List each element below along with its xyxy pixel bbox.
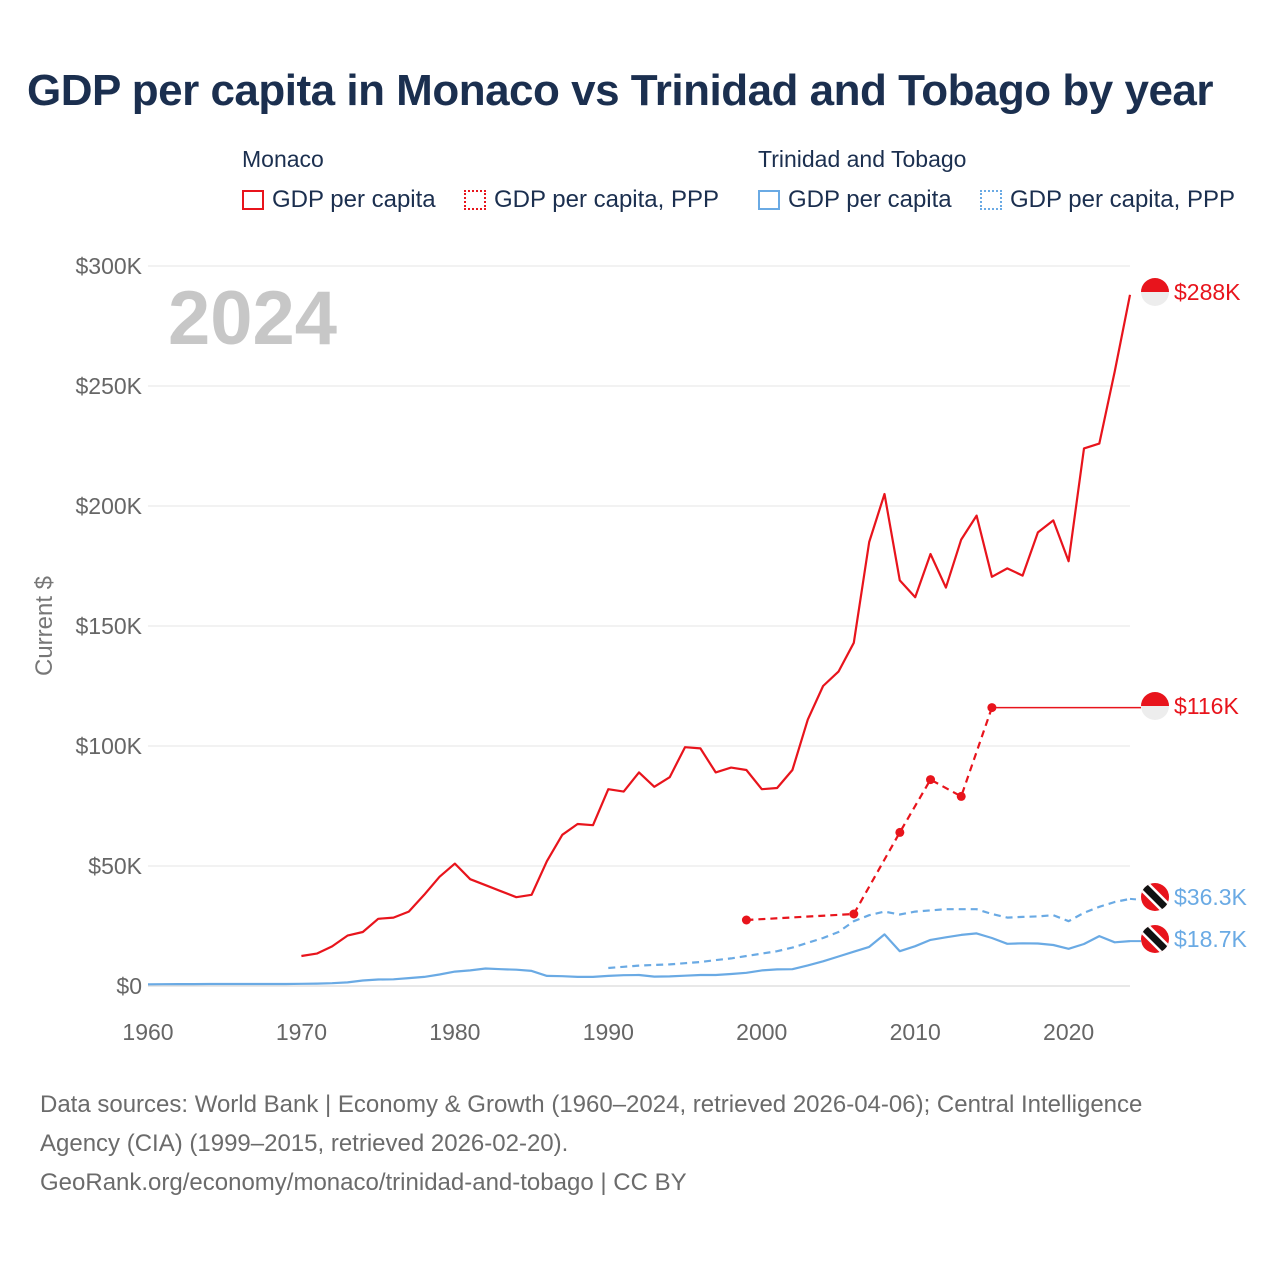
y-tick-label: $100K: [75, 733, 142, 759]
y-tick-label: $250K: [75, 373, 142, 399]
end-value-label: $288K: [1174, 279, 1241, 305]
legend-swatch-solid-icon: [242, 190, 264, 210]
legend-group-monaco: Monaco: [242, 146, 324, 172]
series-layer: [147, 294, 1142, 986]
x-tick-label: 1970: [276, 1019, 327, 1045]
year-watermark: 2024: [168, 276, 337, 361]
legend-swatch-dotted-icon: [464, 190, 486, 210]
x-tick-label: 1980: [429, 1019, 480, 1045]
series-line-0: [301, 294, 1132, 958]
series-point: [849, 909, 859, 919]
series-line-1: [746, 707, 993, 922]
legend-group-tt: Trinidad and Tobago: [758, 146, 967, 172]
flag-red: [1141, 278, 1169, 292]
end-value-label: $116K: [1174, 693, 1239, 719]
y-tick-label: $50K: [88, 853, 142, 879]
footer: Data sources: World Bank | Economy & Gro…: [40, 1085, 1240, 1202]
monaco-flag-icon: [1141, 278, 1169, 306]
x-tick-label: 2000: [736, 1019, 787, 1045]
tt-flag-icon: [1141, 925, 1169, 953]
end-value-label: $18.7K: [1174, 926, 1248, 952]
series-line-3: [147, 932, 1131, 986]
x-tick-label: 1990: [583, 1019, 634, 1045]
legend-monaco-gdp[interactable]: GDP per capita: [242, 186, 436, 214]
legend-tt-gdp-ppp[interactable]: GDP per capita, PPP: [980, 186, 1235, 214]
footer-sources-line1: Data sources: World Bank | Economy & Gro…: [40, 1091, 1143, 1118]
y-tick-label: $150K: [75, 613, 142, 639]
series-line-2: [608, 897, 1131, 970]
y-tick-label: $0: [116, 973, 142, 999]
series-point: [741, 915, 751, 925]
legend-swatch-dotted-icon: [980, 190, 1002, 210]
y-axis-title: Current $: [31, 576, 58, 676]
legend-label: GDP per capita: [272, 186, 436, 213]
series-point: [956, 791, 966, 801]
legend-swatch-solid-icon: [758, 190, 780, 210]
legend-label: GDP per capita, PPP: [494, 186, 719, 213]
y-tick-label: $200K: [75, 493, 142, 519]
x-tick-label: 2020: [1043, 1019, 1094, 1045]
x-tick-label: 1960: [122, 1019, 173, 1045]
monaco-flag-icon: [1141, 692, 1169, 720]
chart-title: GDP per capita in Monaco vs Trinidad and…: [26, 66, 1214, 115]
series-extension: [1129, 897, 1142, 901]
end-value-label: $36.3K: [1174, 884, 1248, 910]
x-tick-label: 2010: [890, 1019, 941, 1045]
series-point: [926, 775, 936, 785]
footer-source-link[interactable]: GeoRank.org/economy/monaco/trinidad-and-…: [40, 1169, 687, 1196]
grid-layer: $0 $50K $100K $150K $200K $250K $300K 1960 1970 1…: [75, 253, 1130, 1045]
flag-red: [1141, 692, 1169, 706]
legend-label: GDP per capita, PPP: [1010, 186, 1235, 213]
label-layer: $288K $116K $36.3K $18.7K: [1141, 278, 1248, 953]
footer-sources-line2: Agency (CIA) (1999–2015, retrieved 2026-…: [40, 1130, 569, 1157]
legend-tt-gdp[interactable]: GDP per capita: [758, 186, 952, 214]
y-tick-label: $300K: [75, 253, 142, 279]
chart-area: $0 $50K $100K $150K $200K $250K $300K 1960 1970 1…: [31, 253, 1248, 1045]
legend-monaco-gdp-ppp[interactable]: GDP per capita, PPP: [464, 186, 719, 214]
legend-label: GDP per capita: [788, 186, 952, 213]
tt-flag-icon: [1141, 883, 1169, 911]
series-point: [895, 827, 905, 837]
